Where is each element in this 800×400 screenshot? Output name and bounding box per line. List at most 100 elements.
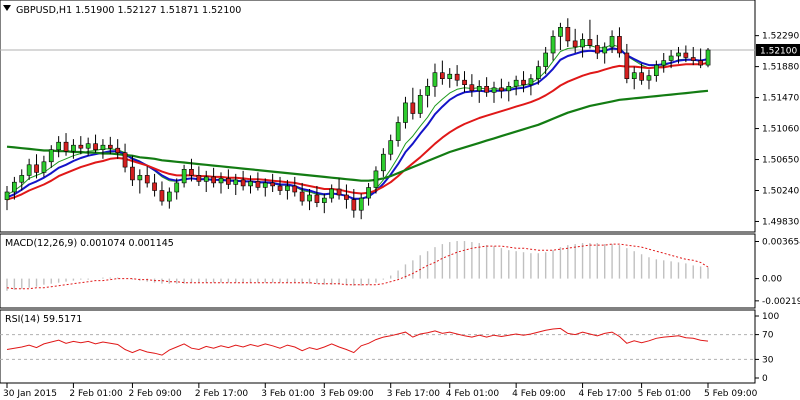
candle: [262, 178, 268, 197]
candle: [528, 74, 534, 96]
time-tick-label: 4 Feb 01:00: [446, 389, 500, 399]
candle-body: [152, 182, 157, 191]
candle-body: [425, 86, 431, 96]
candle: [344, 184, 349, 209]
candle-body: [248, 181, 253, 187]
rsi-line: [6, 327, 709, 356]
candle-body: [218, 178, 224, 184]
candle: [358, 193, 364, 220]
candle-body: [351, 199, 357, 211]
candle: [380, 148, 386, 177]
candle-body: [196, 175, 202, 182]
candle-body: [521, 79, 526, 85]
candle-body: [63, 141, 69, 152]
candle-body: [513, 79, 519, 87]
candle: [292, 176, 298, 197]
candle-body: [506, 86, 512, 92]
candle: [71, 139, 76, 159]
candle-body: [189, 169, 194, 176]
candle: [558, 22, 563, 50]
candle: [285, 179, 290, 200]
time-tick-label: 5 Feb 09:00: [704, 389, 758, 399]
candle: [48, 145, 54, 168]
candle: [602, 42, 608, 64]
time-tick-label: 2 Feb 09:00: [128, 389, 182, 399]
collapse-triangle-icon[interactable]: [3, 5, 11, 11]
candle-body: [565, 26, 571, 42]
candle-body: [403, 102, 408, 123]
rsi-panel[interactable]: RSI(14) 59.5171: [0, 309, 756, 384]
candle: [535, 60, 541, 85]
candle: [594, 34, 600, 60]
macd-tick-label: -0.002191: [762, 297, 800, 307]
time-tick-label: 4 Feb 17:00: [579, 389, 633, 399]
candle-body: [491, 87, 497, 93]
candle: [439, 60, 445, 85]
candle: [329, 184, 335, 203]
price-tick-label: 1.50650: [762, 156, 799, 166]
candle-body: [646, 75, 652, 81]
candle-body: [12, 181, 17, 193]
candle: [78, 136, 84, 155]
candle-body: [432, 72, 438, 87]
candle-body: [653, 64, 659, 76]
candle: [56, 136, 61, 158]
candle: [624, 43, 630, 84]
candle: [580, 33, 585, 58]
time-tick-label: 2 Feb 17:00: [195, 389, 249, 399]
candle-body: [240, 179, 246, 187]
candle: [572, 28, 578, 54]
macd-tick-label: 0.003654: [762, 238, 800, 248]
candle-body: [617, 36, 622, 54]
candle-body: [26, 164, 32, 176]
macd-tick-label: 0.00: [762, 275, 782, 285]
candle: [521, 71, 526, 93]
candle: [617, 27, 622, 58]
candle: [373, 166, 379, 194]
candle: [499, 78, 504, 99]
candle: [93, 134, 98, 153]
candle-body: [100, 144, 106, 150]
candle: [587, 19, 593, 49]
candle: [513, 75, 519, 96]
candle: [85, 137, 91, 156]
candle-body: [19, 175, 25, 183]
candle: [432, 63, 438, 97]
candle-body: [255, 181, 261, 188]
candle: [410, 87, 416, 120]
candle-body: [462, 79, 467, 85]
candle: [277, 176, 283, 196]
candle-body: [558, 26, 563, 37]
candle-body: [528, 78, 534, 85]
candle: [167, 187, 172, 209]
candle: [41, 155, 47, 177]
candle: [152, 173, 157, 197]
candle-body: [594, 45, 600, 54]
candle-body: [285, 185, 290, 191]
macd-axis: 0.003654 0.00 -0.002191: [755, 238, 800, 307]
candle-body: [587, 39, 593, 46]
candle-body: [262, 182, 268, 188]
candle: [26, 158, 32, 180]
candle: [653, 60, 659, 82]
candle: [270, 173, 276, 193]
candle: [690, 46, 696, 66]
main-price-panel[interactable]: GBPUSD,H1 1.51900 1.52127 1.51871 1.5210…: [0, 0, 756, 233]
candle: [307, 188, 312, 211]
macd-panel[interactable]: MACD(12,26,9) 0.001074 0.001145: [0, 233, 756, 309]
candle: [4, 185, 10, 211]
candle-body: [417, 95, 423, 114]
candle: [668, 49, 674, 69]
candle-body: [226, 178, 231, 185]
candle-body: [159, 190, 165, 202]
candle: [218, 172, 224, 194]
candle-body: [454, 73, 460, 81]
price-tick-label: 1.51880: [762, 63, 799, 73]
candle-body: [535, 66, 541, 79]
price-tick-label: 1.49830: [762, 217, 799, 227]
candle: [336, 178, 342, 200]
candle-body: [307, 194, 312, 202]
time-tick-label: 3 Feb 01:00: [261, 389, 315, 399]
candle: [115, 139, 121, 159]
